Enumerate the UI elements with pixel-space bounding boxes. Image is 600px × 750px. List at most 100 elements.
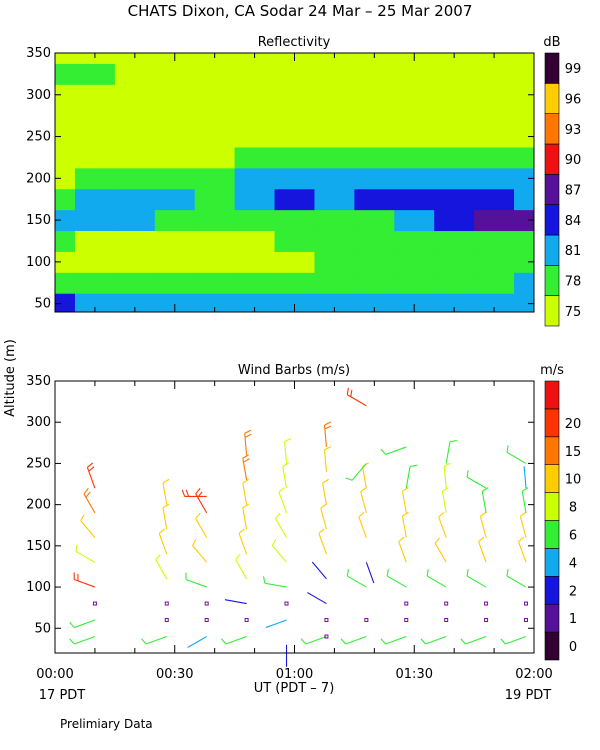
wind-barb-staff bbox=[145, 635, 167, 645]
wind-barb-staff bbox=[158, 533, 168, 555]
colorbar-swatch bbox=[544, 436, 560, 465]
wind-barb-flag bbox=[75, 544, 78, 552]
x-tick-label: 01:30 bbox=[396, 667, 433, 682]
wind-barb-flag bbox=[181, 489, 186, 497]
calm-marker bbox=[164, 601, 169, 606]
x-axis-label: UT (PDT – 7) bbox=[254, 681, 335, 696]
heat-cell bbox=[234, 209, 276, 232]
wind-barb-staff bbox=[351, 463, 367, 481]
heat-cell bbox=[55, 167, 76, 190]
wind-barb-staff bbox=[192, 545, 208, 563]
heat-cell bbox=[354, 146, 395, 169]
wind-barb-staff bbox=[74, 635, 96, 645]
heat-cell bbox=[394, 209, 435, 232]
heat-cell bbox=[474, 126, 515, 148]
y-tick-label: 100 bbox=[26, 255, 51, 270]
colorbar-swatch bbox=[544, 548, 560, 577]
wind-barb-flag bbox=[242, 503, 250, 509]
wind-barb-flag bbox=[500, 638, 506, 645]
wind-barb-flag bbox=[442, 487, 449, 492]
heat-cell bbox=[394, 293, 435, 313]
wind-barb-flag bbox=[438, 511, 445, 518]
heat-cell bbox=[74, 105, 116, 127]
wind-barb-staff bbox=[74, 579, 96, 588]
wind-barb-staff bbox=[401, 515, 407, 538]
wind-barb-staff bbox=[479, 516, 487, 538]
heat-cell bbox=[194, 272, 236, 294]
heat-cell bbox=[434, 251, 475, 273]
heat-cell bbox=[74, 188, 116, 211]
wind-barb-staff bbox=[425, 635, 447, 645]
y-tick-label: 150 bbox=[26, 213, 51, 228]
heat-cell bbox=[354, 293, 395, 313]
wind-barb-flag bbox=[380, 448, 387, 455]
heat-cell bbox=[354, 84, 395, 106]
heat-cell bbox=[114, 84, 156, 106]
y-tick-label: 200 bbox=[26, 498, 51, 513]
wind-barb-staff bbox=[162, 507, 168, 530]
heat-cell bbox=[274, 146, 315, 169]
heat-cell bbox=[274, 251, 315, 273]
wind-barb-flag bbox=[506, 569, 509, 577]
colorbar-swatch bbox=[544, 83, 560, 114]
calm-marker bbox=[284, 601, 289, 606]
heat-cell bbox=[474, 53, 515, 64]
heat-cell bbox=[154, 209, 196, 232]
heat-cell bbox=[154, 188, 196, 211]
wind-barb-staff bbox=[80, 520, 96, 538]
wind-barb-flag bbox=[322, 478, 329, 484]
colorbar-swatch bbox=[544, 380, 560, 410]
heat-cell bbox=[274, 188, 315, 211]
heat-cell bbox=[194, 251, 236, 273]
wind-barb-staff bbox=[347, 394, 367, 407]
heat-cell bbox=[74, 251, 116, 273]
heat-cell bbox=[434, 84, 475, 106]
heat-cell bbox=[394, 84, 435, 106]
wind-barb-flag bbox=[235, 553, 241, 561]
heat-cell bbox=[55, 230, 76, 252]
wind-barb-staff bbox=[162, 482, 168, 505]
heat-cell bbox=[114, 126, 156, 148]
heat-cell bbox=[474, 146, 515, 169]
heat-cell bbox=[514, 84, 535, 106]
wind-barb-staff bbox=[86, 467, 96, 489]
wind-barb-flag bbox=[320, 503, 327, 509]
wind-barb-flag bbox=[434, 537, 441, 544]
wind-barbs bbox=[69, 387, 529, 667]
wind-barb-staff bbox=[434, 543, 447, 563]
heat-cell bbox=[434, 53, 475, 64]
wind-barb-flag bbox=[271, 539, 277, 546]
wind-barb-flag bbox=[162, 503, 170, 509]
footer-note: Prelimiary Data bbox=[60, 717, 153, 731]
wind-barb-staff bbox=[322, 482, 327, 505]
heat-cell bbox=[474, 209, 515, 232]
wind-barb-staff bbox=[385, 635, 407, 645]
heat-cell bbox=[194, 63, 236, 85]
heat-cell bbox=[114, 209, 156, 232]
heat-cell bbox=[114, 230, 156, 252]
wind-barb-flag bbox=[346, 387, 349, 395]
x-right-note: 19 PDT bbox=[505, 688, 552, 703]
wind-barb-staff bbox=[441, 491, 447, 513]
heat-cell bbox=[514, 53, 535, 64]
wind-barb-staff bbox=[185, 579, 207, 588]
y-tick-label: 350 bbox=[26, 46, 51, 61]
heat-cell bbox=[274, 126, 315, 148]
wind-barb-flag bbox=[402, 487, 409, 492]
heat-cell bbox=[154, 146, 196, 169]
heat-cell bbox=[274, 230, 315, 252]
calm-marker bbox=[404, 601, 409, 606]
calm-marker bbox=[524, 601, 529, 606]
wind-barb-staff bbox=[360, 491, 367, 514]
calm-marker bbox=[92, 601, 97, 606]
heat-cell bbox=[434, 146, 475, 169]
wind-barb-flag bbox=[324, 425, 332, 430]
heat-cell bbox=[154, 126, 196, 148]
y-tick-label: 350 bbox=[26, 374, 51, 389]
heat-cell bbox=[194, 105, 236, 127]
wind-barb-flag bbox=[521, 487, 529, 492]
wind-barb-flag bbox=[284, 437, 292, 443]
heat-cell bbox=[514, 230, 535, 252]
heat-cell bbox=[55, 146, 76, 169]
